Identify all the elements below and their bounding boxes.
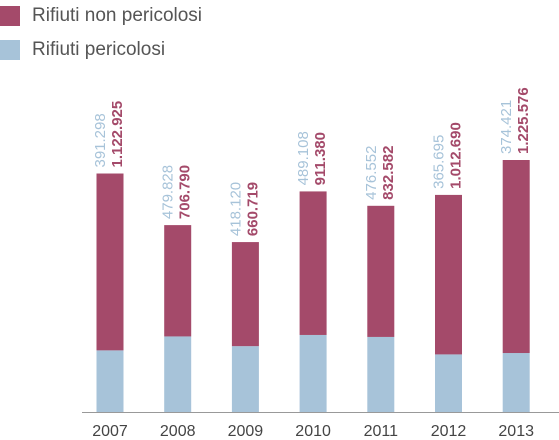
value-label: 418.120 <box>227 182 244 236</box>
x-tick-label: 2008 <box>160 423 196 440</box>
bar-segment <box>164 225 192 337</box>
value-label: 391.298 <box>92 113 109 167</box>
legend-label: Rifiuti pericolosi <box>32 39 165 60</box>
bar-segment <box>367 205 395 337</box>
value-label: 374.421 <box>498 100 515 154</box>
bar-segment <box>299 191 327 335</box>
bar-segment <box>96 173 124 351</box>
bar-segment <box>435 354 462 412</box>
value-label: 706.790 <box>177 165 194 219</box>
value-label: 479.828 <box>160 165 177 219</box>
x-tick-label: 2007 <box>92 423 128 440</box>
x-tick-label: 2009 <box>228 423 264 440</box>
x-tick-label: 2011 <box>364 423 399 440</box>
legend-swatch <box>0 6 20 26</box>
value-label: 832.582 <box>380 146 397 200</box>
value-label: 1.225.576 <box>515 87 532 154</box>
bar-segment <box>164 336 192 412</box>
legend-swatch <box>0 40 20 60</box>
bar-segment <box>502 160 530 354</box>
x-tick-label: 2013 <box>498 423 534 440</box>
value-label: 476.552 <box>363 146 380 200</box>
bar-segment <box>231 346 259 412</box>
value-label: 911.380 <box>312 132 329 185</box>
legend-label: Rifiuti non pericolosi <box>32 5 202 26</box>
value-label: 660.719 <box>244 182 261 236</box>
value-label: 489.108 <box>295 131 312 185</box>
bar-segment <box>435 194 462 355</box>
value-label: 365.695 <box>430 135 447 189</box>
value-label: 1.012.690 <box>447 122 464 189</box>
bar-segment <box>231 242 259 347</box>
value-label: 1.122.925 <box>109 101 126 168</box>
x-tick-label: 2010 <box>295 423 331 440</box>
x-tick-label: 2012 <box>431 423 467 440</box>
bar-segment <box>96 350 124 412</box>
bar-segment <box>367 336 395 412</box>
bar-segment <box>299 334 327 412</box>
bar-segment <box>502 353 530 412</box>
